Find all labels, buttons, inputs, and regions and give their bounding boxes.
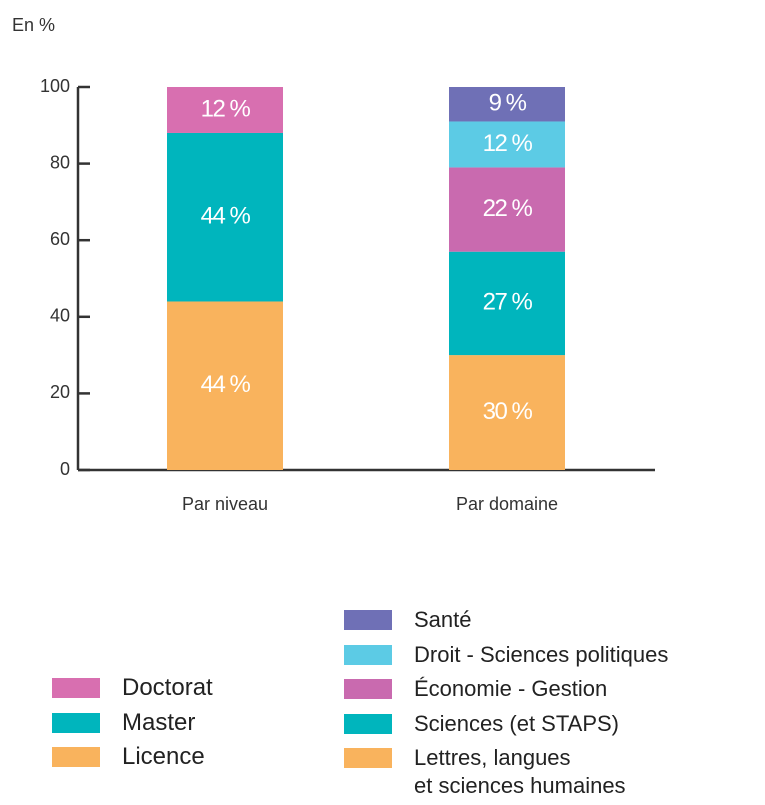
legend-item: Économie - Gestion — [344, 675, 607, 703]
legend-label: Doctorat — [122, 674, 213, 702]
legend-item: Master — [52, 709, 195, 737]
legend-swatch — [344, 748, 392, 768]
legend-swatch — [344, 645, 392, 665]
y-tick-label: 40 — [50, 306, 70, 326]
data-label: 27 % — [483, 289, 533, 316]
page: En % 0 20 40 60 80 100 Par niveau 44 % 44 % 12 % P… — [0, 0, 765, 805]
legend-swatch — [344, 610, 392, 630]
data-label: 9 % — [489, 90, 527, 117]
legend-swatch — [344, 679, 392, 699]
legend-item: Sciences (et STAPS) — [344, 710, 619, 738]
y-tick-label: 100 — [40, 76, 70, 96]
data-label: 22 % — [483, 195, 533, 222]
y-axis-label: En % — [12, 15, 55, 35]
x-tick-label: Par niveau — [182, 494, 268, 514]
legend-item: Droit - Sciences politiques — [344, 641, 668, 669]
legend-item: Licence — [52, 743, 205, 771]
data-label: 44 % — [201, 371, 251, 398]
legend-swatch — [344, 714, 392, 734]
legend-label: Master — [122, 709, 195, 737]
legend-item: Lettres, langues et sciences humaines — [344, 744, 626, 800]
legend-label: Santé — [414, 606, 472, 634]
legend-label: Lettres, langues et sciences humaines — [414, 744, 626, 800]
legend-label: Économie - Gestion — [414, 675, 607, 703]
y-tick-label: 0 — [60, 459, 70, 479]
x-tick-label: Par domaine — [456, 494, 558, 514]
legend-item: Santé — [344, 606, 472, 634]
legend-swatch — [52, 747, 100, 767]
legend-swatch — [52, 713, 100, 733]
data-label: 12 % — [483, 130, 533, 157]
legend-label: Droit - Sciences politiques — [414, 641, 668, 669]
data-label: 12 % — [201, 95, 251, 122]
y-tick-label: 60 — [50, 229, 70, 249]
data-label: 44 % — [201, 203, 251, 230]
legend-item: Doctorat — [52, 674, 213, 702]
data-label: 30 % — [483, 398, 533, 425]
legend-swatch — [52, 678, 100, 698]
legend-label: Licence — [122, 743, 205, 771]
y-tick-label: 80 — [50, 152, 70, 172]
y-tick-label: 20 — [50, 382, 70, 402]
legend-label: Sciences (et STAPS) — [414, 710, 619, 738]
